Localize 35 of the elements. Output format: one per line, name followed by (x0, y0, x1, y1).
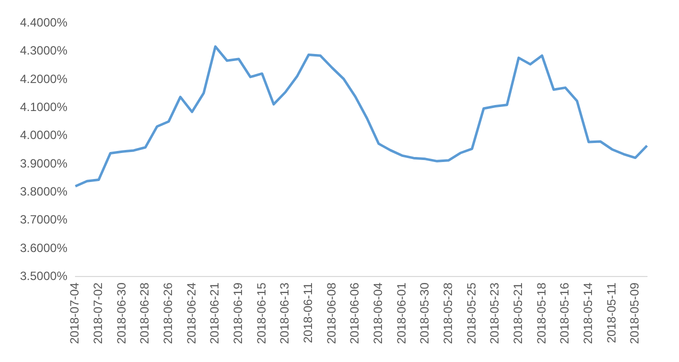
x-tick-label: 2018-06-08 (324, 282, 338, 344)
y-tick-label: 4.2000% (20, 72, 68, 86)
y-tick-label: 3.9000% (20, 156, 68, 170)
x-tick-label: 2018-05-25 (464, 282, 478, 344)
x-tick-label: 2018-05-18 (534, 282, 548, 344)
x-tick-label: 2018-06-24 (184, 282, 198, 344)
y-tick-label: 3.5000% (20, 268, 68, 283)
x-tick-label: 2018-05-16 (558, 282, 572, 344)
x-tick-label: 2018-05-11 (604, 282, 618, 344)
x-tick-label: 2018-05-09 (628, 282, 642, 344)
x-tick-label: 2018-06-21 (208, 282, 222, 344)
x-tick-label: 2018-06-28 (138, 282, 152, 344)
x-tick-label: 2018-05-14 (580, 282, 595, 344)
y-tick-label: 4.3000% (20, 44, 68, 58)
x-tick-label: 2018-05-21 (510, 282, 525, 344)
x-tick-label: 2018-06-13 (278, 282, 292, 344)
x-tick-label: 2018-06-26 (161, 282, 176, 344)
x-tick-label: 2018-06-01 (394, 282, 408, 344)
x-tick-label: 2018-06-04 (371, 282, 385, 344)
x-tick-label: 2018-06-06 (348, 282, 362, 344)
y-tick-label: 4.1000% (20, 100, 68, 114)
x-tick-label: 2018-05-30 (418, 282, 432, 344)
x-tick-label: 2018-06-11 (301, 282, 316, 344)
x-tick-label: 2018-05-23 (488, 282, 502, 344)
x-tick-label: 2018-07-04 (68, 282, 82, 344)
y-tick-label: 3.8000% (20, 184, 68, 198)
y-tick-label: 3.7000% (20, 212, 68, 227)
y-tick-label: 4.0000% (20, 128, 68, 142)
x-tick-label: 2018-06-30 (114, 282, 128, 344)
y-tick-label: 4.4000% (20, 16, 68, 30)
x-tick-label: 2018-05-28 (440, 282, 455, 344)
y-tick-label: 3.6000% (20, 240, 68, 255)
x-tick-label: 2018-06-15 (254, 282, 268, 344)
x-tick-label: 2018-07-02 (91, 282, 106, 344)
x-tick-label: 2018-06-19 (231, 282, 246, 344)
